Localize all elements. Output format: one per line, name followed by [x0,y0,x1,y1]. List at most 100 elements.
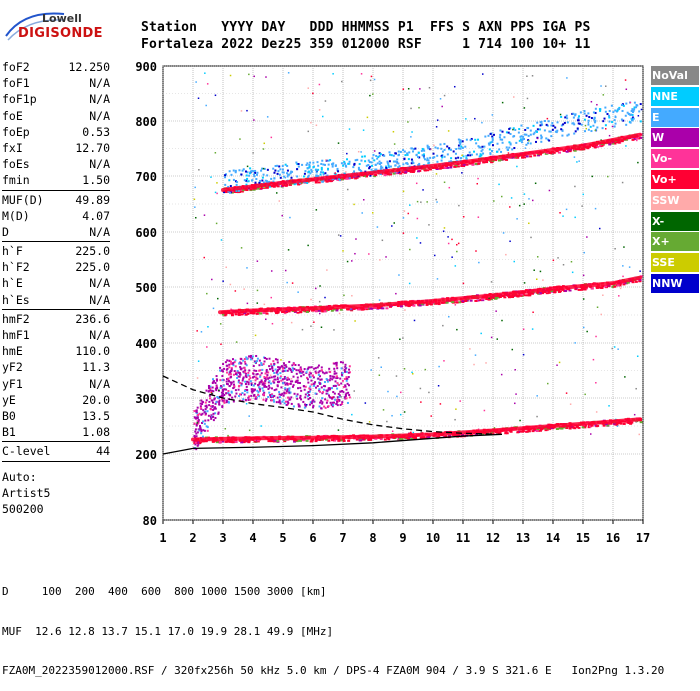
param-row: B0 13.5 [2,409,110,425]
legend-entry: NNE [651,86,699,106]
param-row: B1 1.08 [2,425,110,443]
x-tick-label: 16 [606,531,620,545]
legend-entry: W [651,128,699,148]
param-row: foEs N/A [2,157,110,173]
logo-swoosh-icon [5,12,65,41]
param-name: D [2,224,9,239]
y-tick-label: 600 [135,226,157,240]
param-row: h`F2 225.0 [2,260,110,276]
true-height-profile-line [162,433,503,455]
param-name: yE [2,392,16,407]
x-tick-label: 12 [486,531,500,545]
y-tick-label: 300 [135,392,157,406]
param-row: M(D) 4.07 [2,209,110,225]
param-name: h`F [2,244,23,259]
param-value: N/A [89,157,110,172]
distance-row: D 100 200 400 600 800 1000 1500 3000 [km… [2,585,327,598]
file-info-row: FZA0M_2022359012000.RSF / 320fx256h 50 k… [2,664,665,677]
param-value: N/A [89,376,110,391]
param-value: N/A [89,328,110,342]
param-value: N/A [89,108,110,123]
polarization-legend: NoVal NNE E W Vo- Vo+ SSW X- X+ SSE NNW [651,66,699,295]
x-tick-label: 7 [339,531,346,545]
param-name: h`F2 [2,260,30,275]
param-row: foEp 0.53 [2,125,110,141]
param-row: fxI 12.70 [2,141,110,157]
param-row: hmF2 236.6 [2,312,110,328]
param-value: 20.0 [82,392,110,407]
echo-trace-line [221,132,642,192]
legend-entry: X+ [651,232,699,252]
station-header-values: Fortaleza 2022 Dez25 359 012000 RSF 1 71… [141,37,591,52]
x-tick-label: 11 [456,531,470,545]
x-tick-label: 3 [219,531,226,545]
param-row: foE N/A [2,109,110,125]
y-tick-label: 800 [135,115,157,129]
y-tick-label: 900 [135,60,157,74]
autoscaling-line: Artist5 [2,485,51,500]
param-name: fxI [2,140,23,155]
param-row: foF2 12.250 [2,60,110,76]
param-name: B0 [2,408,16,423]
legend-entry: SSW [651,190,699,210]
param-row: yF2 11.3 [2,360,110,376]
logo-digisonde-text: DIGISONDE [18,26,103,41]
plasma-profile-dashed-line [162,375,503,436]
param-value: 236.6 [75,311,110,326]
y-tick-label: 400 [135,337,157,351]
param-row: MUF(D) 49.89 [2,193,110,209]
param-name: foEp [2,124,30,139]
param-name: foF2 [2,60,30,74]
param-value: 49.89 [75,192,110,207]
param-row: h`Es N/A [2,293,110,310]
x-tick-label: 8 [369,531,376,545]
param-value: 44 [96,444,110,459]
param-name: MUF(D) [2,192,44,207]
param-value: N/A [89,224,110,239]
param-name: M(D) [2,208,30,223]
param-row: h`E N/A [2,276,110,292]
autoscaling-line: 500200 [2,501,44,516]
param-value: N/A [89,92,110,107]
param-value: 13.5 [82,408,110,423]
x-tick-label: 6 [309,531,316,545]
param-name: hmF2 [2,311,30,326]
param-value: 12.250 [68,60,110,74]
param-row: fmin 1.50 [2,173,110,191]
x-tick-label: 2 [189,531,196,545]
param-name: B1 [2,425,16,440]
param-value: N/A [89,76,110,91]
param-row: hmF1 N/A [2,328,110,344]
legend-entry: E [651,107,699,127]
x-tick-label: 9 [399,531,406,545]
muf-row: MUF 12.6 12.8 13.7 15.1 17.0 19.9 28.1 4… [2,624,334,638]
x-tick-label: 10 [426,531,440,545]
y-tick-label: 200 [135,448,157,462]
param-row: hmE 110.0 [2,344,110,360]
param-value: N/A [89,276,110,291]
x-tick-label: 1 [159,531,166,545]
param-row: D N/A [2,224,110,243]
legend-entry: X- [651,211,699,231]
scaled-parameters-panel: foF2 12.250 foF1 N/A foF1p N/A foE N/A foEp 0.53 f… [2,60,110,518]
y-tick-label: 700 [135,170,157,184]
param-row: yE 20.0 [2,393,110,409]
param-name: fmin [2,173,30,188]
legend-entry: NoVal [651,66,699,85]
param-row: foF1p N/A [2,92,110,108]
param-name: foE [2,108,23,123]
digisonde-logo: Lowell DIGISONDE [4,8,104,44]
x-tick-label: 17 [636,531,650,545]
param-row: foF1 N/A [2,76,110,92]
param-value: 12.70 [75,140,110,155]
param-value: 11.3 [82,360,110,375]
param-name: yF2 [2,360,23,375]
legend-entry: SSE [651,253,699,273]
legend-entry: Vo- [651,149,699,169]
x-tick-label: 15 [576,531,590,545]
x-tick-label: 5 [279,531,286,545]
echo-trace-line [191,417,642,442]
station-header-labels: Station YYYY DAY DDD HHMMSS P1 FFS S AXN… [141,20,591,35]
param-value: N/A [89,292,110,307]
param-name: h`E [2,276,23,291]
